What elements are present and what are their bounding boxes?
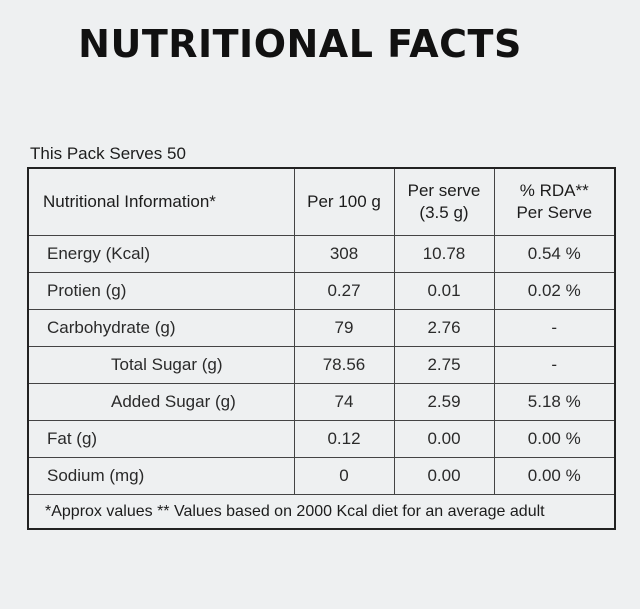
- cell-per-100g: 0: [293, 457, 395, 495]
- page-title: NUTRITIONAL FACTS: [78, 22, 522, 66]
- header-per-serve-line2: (3.5 g): [419, 203, 469, 222]
- serves-note: This Pack Serves 50: [30, 144, 186, 163]
- cell-per-serve: 0.00: [393, 420, 495, 458]
- cell-per-100g: 0.27: [293, 272, 395, 310]
- table-row: Carbohydrate (g) 79 2.76 -: [27, 309, 616, 347]
- table-row: Sodium (mg) 0 0.00 0.00 %: [27, 457, 616, 495]
- cell-rda: 0.02 %: [493, 272, 616, 310]
- header-per-serve-line1: Per serve: [407, 181, 481, 200]
- row-label: Sodium (mg): [27, 457, 295, 495]
- row-label: Energy (Kcal): [27, 235, 295, 273]
- row-label: Carbohydrate (g): [27, 309, 295, 347]
- footnote-row: *Approx values ** Values based on 2000 K…: [27, 494, 616, 530]
- header-rda-line2: Per Serve: [516, 203, 593, 222]
- header-per-100g: Per 100 g: [293, 167, 395, 236]
- row-label: Added Sugar (g): [27, 383, 295, 421]
- cell-per-serve: 2.75: [393, 346, 495, 384]
- cell-per-100g: 78.56: [293, 346, 395, 384]
- header-per-serve: Per serve (3.5 g): [393, 167, 495, 236]
- row-label: Total Sugar (g): [27, 346, 295, 384]
- nutrition-table: Nutritional Information* Per 100 g Per s…: [27, 167, 616, 530]
- header-row: Nutritional Information* Per 100 g Per s…: [27, 167, 616, 236]
- table-row: Total Sugar (g) 78.56 2.75 -: [27, 346, 616, 384]
- header-rda-line1: % RDA**: [519, 181, 589, 200]
- cell-rda: -: [493, 346, 616, 384]
- cell-rda: 0.54 %: [493, 235, 616, 273]
- cell-per-100g: 308: [293, 235, 395, 273]
- footnote: *Approx values ** Values based on 2000 K…: [27, 494, 616, 530]
- table-row: Protien (g) 0.27 0.01 0.02 %: [27, 272, 616, 310]
- cell-per-100g: 74: [293, 383, 395, 421]
- cell-rda: 0.00 %: [493, 420, 616, 458]
- header-nutritional-information: Nutritional Information*: [27, 167, 295, 236]
- cell-rda: -: [493, 309, 616, 347]
- cell-per-100g: 79: [293, 309, 395, 347]
- table-row: Fat (g) 0.12 0.00 0.00 %: [27, 420, 616, 458]
- cell-per-serve: 2.59: [393, 383, 495, 421]
- table-row: Energy (Kcal) 308 10.78 0.54 %: [27, 235, 616, 273]
- cell-rda: 0.00 %: [493, 457, 616, 495]
- cell-per-100g: 0.12: [293, 420, 395, 458]
- cell-per-serve: 0.00: [393, 457, 495, 495]
- row-label: Fat (g): [27, 420, 295, 458]
- cell-per-serve: 0.01: [393, 272, 495, 310]
- cell-per-serve: 2.76: [393, 309, 495, 347]
- row-label: Protien (g): [27, 272, 295, 310]
- table-row: Added Sugar (g) 74 2.59 5.18 %: [27, 383, 616, 421]
- cell-rda: 5.18 %: [493, 383, 616, 421]
- cell-per-serve: 10.78: [393, 235, 495, 273]
- header-rda: % RDA** Per Serve: [493, 167, 616, 236]
